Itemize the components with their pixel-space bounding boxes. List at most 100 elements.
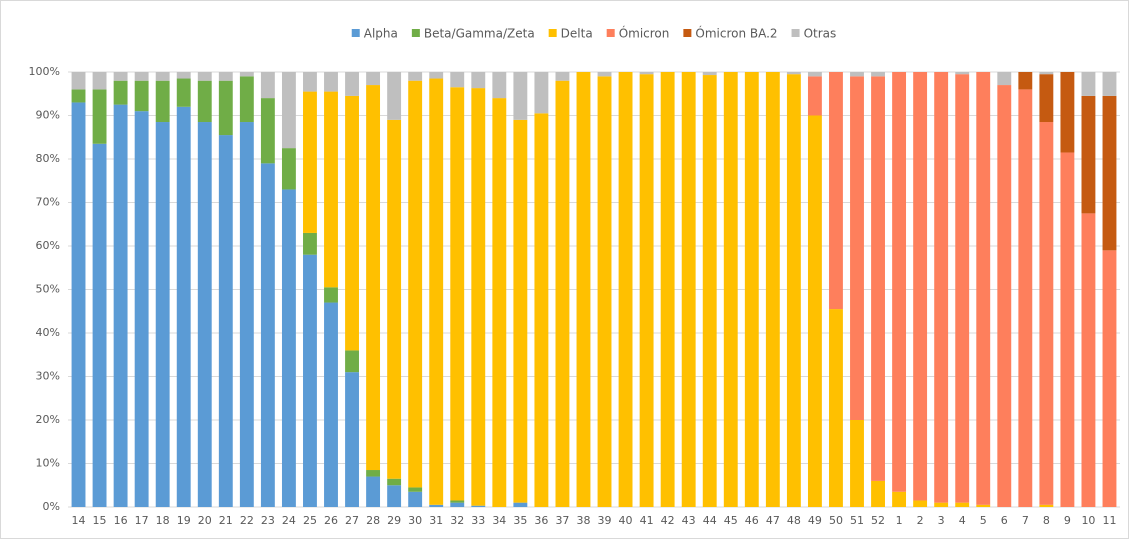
bar-segment: [387, 485, 402, 507]
bar-segment: [1039, 122, 1054, 505]
bar-segment: [829, 72, 843, 310]
x-tick-label: 27: [345, 514, 359, 527]
bar-segment: [597, 76, 612, 507]
bar-segment: [871, 480, 885, 507]
x-tick-label: 5: [980, 514, 987, 527]
x-tick-label: 36: [534, 514, 548, 527]
legend-swatch: [683, 29, 692, 37]
bar-segment: [197, 80, 212, 123]
bar-segment: [134, 111, 149, 508]
bar-segment: [660, 72, 675, 507]
bar-segment: [176, 106, 191, 508]
y-tick-label: 10%: [36, 457, 60, 470]
bar-segment: [850, 72, 864, 77]
bar-segment: [786, 72, 801, 75]
x-tick-label: 7: [1022, 514, 1029, 527]
bar-segment: [134, 72, 149, 81]
x-tick-label: 19: [177, 514, 191, 527]
bar-segment: [303, 232, 317, 255]
bar-segment: [324, 91, 338, 288]
x-tick-label: 37: [555, 514, 569, 527]
bar-segment: [176, 72, 191, 79]
bar-segment: [955, 72, 970, 75]
x-tick-label: 1: [896, 514, 903, 527]
y-tick-label: 100%: [29, 65, 60, 78]
bar-segment: [1018, 89, 1033, 508]
bar-segment: [1039, 504, 1054, 507]
bar-segment: [492, 98, 507, 507]
x-tick-label: 34: [492, 514, 506, 527]
bar-segment: [387, 72, 402, 120]
bar-segment: [429, 72, 444, 79]
bar-segment: [513, 119, 528, 503]
bar-segment: [345, 95, 359, 351]
bar-segment: [366, 85, 381, 471]
bar-segment: [239, 76, 254, 123]
legend-swatch: [351, 29, 360, 37]
x-tick-label: 31: [429, 514, 443, 527]
bar-segment: [639, 72, 654, 75]
bar-segment: [934, 502, 949, 507]
bar-segment: [913, 500, 928, 507]
bar-segment: [155, 72, 170, 81]
bar-segment: [155, 80, 170, 123]
bar-segment: [702, 75, 717, 508]
bar-segment: [681, 72, 696, 507]
bar-segment: [218, 72, 233, 81]
bar-segment: [892, 72, 907, 492]
x-tick-label: 38: [576, 514, 590, 527]
bar-segment: [218, 135, 233, 507]
x-tick-label: 6: [1001, 514, 1008, 527]
bar-segment: [324, 72, 338, 92]
bar-segment: [871, 76, 885, 481]
bar-segment: [955, 74, 970, 503]
bar-segment: [345, 350, 359, 373]
bar-segment: [450, 500, 465, 503]
bar-segment: [113, 72, 128, 81]
bar-segment: [345, 372, 359, 507]
bar-segment: [324, 302, 338, 507]
x-tick-label: 22: [240, 514, 254, 527]
x-tick-label: 29: [387, 514, 401, 527]
bar-segment: [281, 148, 296, 190]
bar-segment: [218, 80, 233, 136]
legend-label: Ómicron BA.2: [695, 26, 777, 41]
x-tick-label: 48: [787, 514, 801, 527]
bar-segment: [807, 76, 822, 116]
bar-segment: [281, 72, 296, 149]
bar-segment: [1102, 95, 1117, 251]
x-tick-label: 44: [703, 514, 717, 527]
bar-segment: [450, 87, 465, 501]
bar-segment: [471, 88, 486, 506]
bar-segment: [1039, 74, 1054, 123]
bar-segment: [303, 254, 317, 507]
bar-segment: [1018, 72, 1033, 90]
bar-segment: [555, 72, 570, 81]
bar-segment: [134, 80, 149, 112]
y-tick-label: 40%: [36, 326, 60, 339]
bar-segment: [1081, 213, 1096, 507]
bar-segment: [976, 504, 991, 507]
bar-segment: [807, 72, 822, 77]
bar-segment: [281, 189, 296, 507]
bar-segment: [850, 76, 864, 420]
bar-segment: [71, 102, 86, 507]
bar-segment: [534, 72, 549, 114]
y-tick-label: 20%: [36, 413, 60, 426]
bar-segment: [92, 143, 107, 507]
x-tick-label: 18: [156, 514, 170, 527]
bar-segment: [807, 115, 822, 507]
x-tick-label: 46: [745, 514, 759, 527]
x-tick-label: 51: [850, 514, 864, 527]
bar-segment: [513, 72, 528, 120]
bar-segment: [597, 72, 612, 77]
bar-segment: [913, 72, 928, 501]
x-tick-label: 41: [640, 514, 654, 527]
x-tick-label: 3: [938, 514, 945, 527]
x-tick-label: 20: [198, 514, 212, 527]
bar-segment: [1060, 152, 1075, 507]
bar-segment: [997, 72, 1012, 86]
bar-segment: [702, 72, 717, 76]
legend-swatch: [791, 29, 800, 37]
legend-label: Otras: [804, 27, 837, 41]
